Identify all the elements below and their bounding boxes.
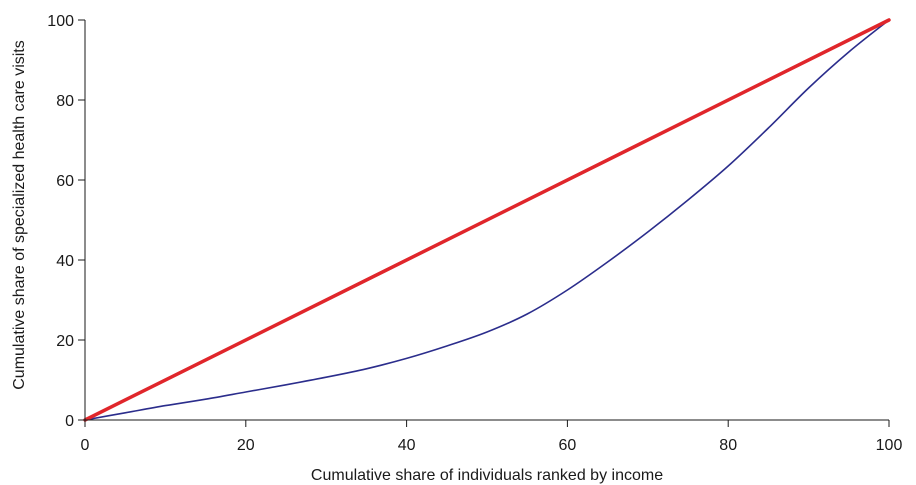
x-tick-label: 60	[559, 437, 577, 454]
y-tick-label: 0	[65, 413, 74, 430]
y-axis: 0 20 40 60 80 100	[47, 13, 86, 430]
y-tick-label: 20	[56, 333, 74, 350]
x-tick-label: 40	[398, 437, 416, 454]
y-tick-label: 80	[56, 93, 74, 110]
equality-line	[83, 18, 891, 422]
x-axis-ticks: 0 20 40 60 80 100	[81, 420, 903, 454]
x-tick-label: 100	[876, 437, 903, 454]
y-tick-label: 100	[47, 13, 74, 30]
x-axis: 0 20 40 60 80 100	[81, 419, 903, 454]
x-tick-label: 0	[81, 437, 90, 454]
y-axis-ticks: 0 20 40 60 80 100	[47, 13, 85, 430]
x-tick-label: 20	[237, 437, 255, 454]
x-tick-label: 80	[719, 437, 737, 454]
x-axis-title: Cumulative share of individuals ranked b…	[311, 467, 663, 484]
y-axis-title: Cumulative share of specialized health c…	[11, 40, 28, 390]
y-tick-label: 40	[56, 253, 74, 270]
concentration-curve-line	[84, 19, 890, 421]
y-tick-label: 60	[56, 173, 74, 190]
plot-area	[83, 18, 891, 422]
